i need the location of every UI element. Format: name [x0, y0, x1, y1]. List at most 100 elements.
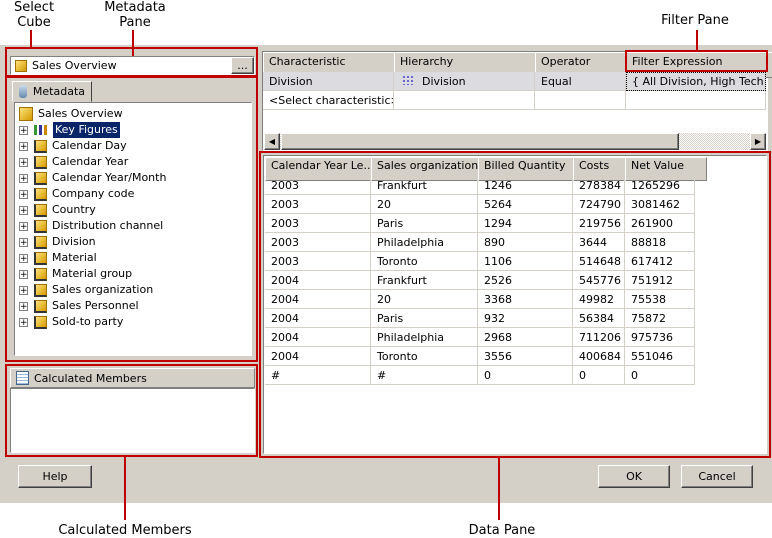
data-cell[interactable]: 2004	[265, 328, 371, 347]
scroll-left-arrow-icon[interactable]: ◀	[264, 133, 280, 150]
expand-icon[interactable]: +	[19, 269, 28, 280]
tree-item[interactable]: + Material group	[19, 266, 247, 282]
expand-icon[interactable]: +	[19, 237, 28, 248]
tab-metadata[interactable]: Metadata	[12, 81, 92, 102]
help-button[interactable]: Help	[18, 465, 92, 488]
tree-root[interactable]: Sales Overview	[19, 106, 247, 122]
data-cell[interactable]: 514648	[573, 252, 625, 271]
scroll-right-arrow-icon[interactable]: ▶	[750, 133, 766, 150]
tree-item[interactable]: + Company code	[19, 186, 247, 202]
data-cell[interactable]: 724790	[573, 195, 625, 214]
tree-item[interactable]: + Key Figures	[19, 121, 247, 139]
data-cell[interactable]: 3081462	[625, 195, 695, 214]
cube-selector[interactable]: Sales Overview	[10, 56, 255, 75]
data-cell[interactable]: Toronto	[371, 347, 478, 366]
data-cell[interactable]: 2003	[265, 214, 371, 233]
expand-icon[interactable]: +	[19, 189, 28, 200]
scrollbar-thumb[interactable]	[281, 133, 679, 150]
data-cell[interactable]: 49982	[573, 290, 625, 309]
data-cell[interactable]: 2004	[265, 271, 371, 290]
data-cell[interactable]: 932	[478, 309, 573, 328]
filter-cell[interactable]	[535, 91, 626, 110]
data-cell[interactable]: 88818	[625, 233, 695, 252]
filter-cell[interactable]: Equal	[535, 72, 626, 91]
data-cell[interactable]: Toronto	[371, 252, 478, 271]
browse-cube-button[interactable]: ...	[231, 57, 254, 74]
expand-icon[interactable]: +	[19, 157, 28, 168]
data-cell[interactable]: Paris	[371, 214, 478, 233]
tree-item[interactable]: + Sold-to party	[19, 314, 247, 330]
data-cell[interactable]: 0	[478, 366, 573, 385]
data-cell[interactable]: 1294	[478, 214, 573, 233]
metadata-tree[interactable]: Sales Overview + Key Figures + Calendar Day…	[14, 102, 252, 356]
tree-item[interactable]: + Sales organization	[19, 282, 247, 298]
expand-icon[interactable]: +	[19, 301, 28, 312]
data-cell[interactable]: 400684	[573, 347, 625, 366]
data-cell[interactable]: Philadelphia	[371, 233, 478, 252]
data-cell[interactable]: 219756	[573, 214, 625, 233]
data-cell[interactable]: 2004	[265, 290, 371, 309]
data-cell[interactable]: 551046	[625, 347, 695, 366]
data-cell[interactable]: 2004	[265, 309, 371, 328]
data-cell[interactable]: 3644	[573, 233, 625, 252]
data-cell[interactable]: 711206	[573, 328, 625, 347]
data-cell[interactable]: 0	[625, 366, 695, 385]
data-cell[interactable]: 3368	[478, 290, 573, 309]
expand-icon[interactable]: +	[19, 141, 28, 152]
filter-cell[interactable]	[394, 91, 535, 110]
data-cell[interactable]: 2003	[265, 195, 371, 214]
tree-item[interactable]: + Material	[19, 250, 247, 266]
expand-icon[interactable]: +	[19, 253, 28, 264]
tree-item[interactable]: + Division	[19, 234, 247, 250]
expand-icon[interactable]: +	[19, 317, 28, 328]
filter-cell[interactable]: <Select characteristic>	[263, 91, 394, 110]
data-cell[interactable]: 2003	[265, 233, 371, 252]
tree-item[interactable]: + Sales Personnel	[19, 298, 247, 314]
data-cell[interactable]: 975736	[625, 328, 695, 347]
data-cell[interactable]: 2004	[265, 347, 371, 366]
filter-cell[interactable]: Division	[263, 72, 394, 91]
ok-button[interactable]: OK	[598, 465, 670, 488]
data-cell[interactable]: #	[371, 366, 478, 385]
data-cell[interactable]: 75872	[625, 309, 695, 328]
data-cell[interactable]: 75538	[625, 290, 695, 309]
expand-icon[interactable]: +	[19, 285, 28, 296]
data-cell[interactable]: 2003	[265, 252, 371, 271]
data-cell[interactable]: 3556	[478, 347, 573, 366]
data-cell[interactable]: 5264	[478, 195, 573, 214]
data-cell[interactable]: Frankfurt	[371, 271, 478, 290]
data-cell[interactable]: 1106	[478, 252, 573, 271]
data-cell[interactable]: 751912	[625, 271, 695, 290]
filter-cell[interactable]: Division	[394, 72, 535, 91]
expand-icon[interactable]: +	[19, 221, 28, 232]
tree-item[interactable]: + Distribution channel	[19, 218, 247, 234]
data-cell[interactable]: 0	[573, 366, 625, 385]
data-column-header[interactable]: Sales organization...	[371, 157, 490, 181]
tree-item[interactable]: + Calendar Year/Month	[19, 170, 247, 186]
data-column-header[interactable]: Net Value	[625, 157, 707, 181]
data-cell[interactable]: 20	[371, 290, 478, 309]
tree-item[interactable]: + Calendar Year	[19, 154, 247, 170]
expand-icon[interactable]: +	[19, 205, 28, 216]
data-cell[interactable]: 20	[371, 195, 478, 214]
data-cell[interactable]: 2526	[478, 271, 573, 290]
data-cell[interactable]: #	[265, 366, 371, 385]
filter-cell[interactable]	[626, 91, 766, 110]
data-cell[interactable]: Frankfurt	[371, 176, 478, 195]
data-cell[interactable]: 1265296	[625, 176, 695, 195]
cancel-button[interactable]: Cancel	[681, 465, 753, 488]
data-cell[interactable]: 1246	[478, 176, 573, 195]
data-cell[interactable]: 617412	[625, 252, 695, 271]
data-column-header[interactable]: Calendar Year Le...	[265, 157, 383, 181]
data-column-header[interactable]: Billed Quantity	[478, 157, 585, 181]
expand-icon[interactable]: +	[19, 125, 28, 136]
data-cell[interactable]: 890	[478, 233, 573, 252]
data-cell[interactable]: Philadelphia	[371, 328, 478, 347]
filter-cell[interactable]: { All Division, High Tech }	[626, 72, 766, 91]
tree-item[interactable]: + Calendar Day	[19, 138, 247, 154]
filter-horizontal-scrollbar[interactable]: ◀ ▶	[264, 133, 766, 150]
tree-item[interactable]: + Country	[19, 202, 247, 218]
data-cell[interactable]: 261900	[625, 214, 695, 233]
data-cell[interactable]: 56384	[573, 309, 625, 328]
data-cell[interactable]: 2968	[478, 328, 573, 347]
